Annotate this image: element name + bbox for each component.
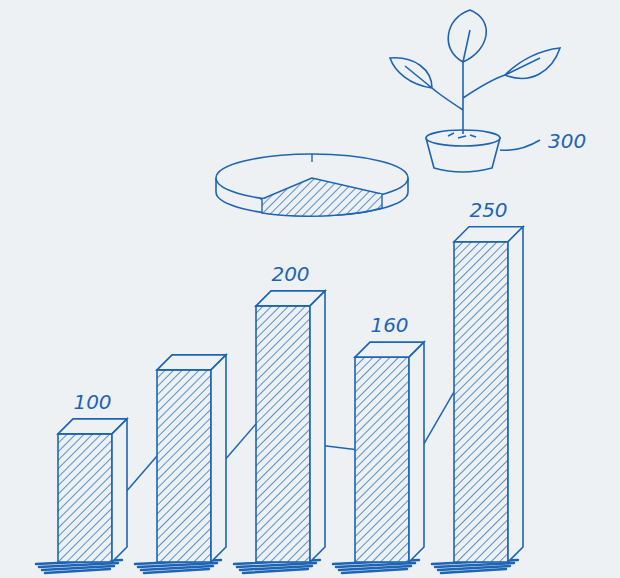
bar-front	[256, 306, 310, 562]
pie-slice-side	[262, 194, 382, 216]
bar-group	[355, 342, 424, 562]
bar-side	[211, 355, 226, 562]
data-label: 200	[271, 262, 309, 286]
data-label: 100	[73, 390, 111, 414]
leaf	[505, 48, 560, 78]
ground-stroke	[144, 569, 209, 573]
bar-front	[157, 370, 211, 562]
bar-group	[454, 227, 523, 562]
ground-stroke	[45, 569, 110, 573]
chart: 100 200 160 250 300	[0, 0, 620, 578]
bar-group	[58, 419, 127, 562]
bar-front	[355, 357, 409, 562]
bar-group	[256, 291, 325, 562]
bar-front	[454, 242, 508, 562]
bar-side	[310, 291, 325, 562]
bar-group	[157, 355, 226, 562]
pie-divider	[311, 154, 312, 162]
pie	[216, 154, 408, 216]
bar-side	[112, 419, 127, 562]
leaf	[390, 58, 432, 88]
ground-stroke	[243, 569, 308, 573]
data-labels: 100 200 160 250	[73, 198, 507, 414]
soil	[448, 133, 476, 138]
data-label: 250	[469, 198, 507, 222]
stem	[432, 62, 505, 134]
annotation: 300	[548, 129, 586, 153]
bars	[58, 227, 523, 562]
annotation-pointer	[500, 140, 540, 150]
ground-stroke	[342, 569, 407, 573]
data-label: 160	[370, 313, 408, 337]
plant	[390, 10, 560, 172]
ground-stroke	[441, 569, 506, 573]
bar-side	[409, 342, 424, 562]
leaf	[448, 10, 486, 62]
bar-side	[508, 227, 523, 562]
bar-front	[58, 434, 112, 562]
